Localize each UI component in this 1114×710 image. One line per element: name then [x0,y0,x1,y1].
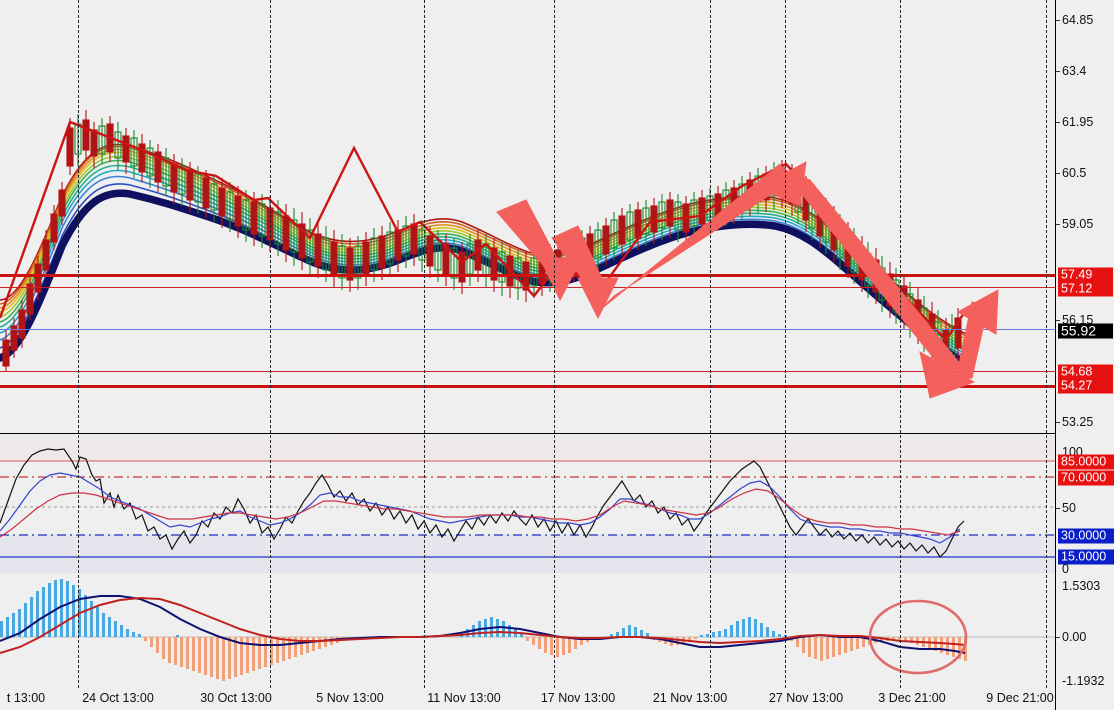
resistance-line-5749 [0,274,1055,277]
axis-label-rsi-0: 0 [1062,562,1069,576]
gridline-v-2 [270,0,271,688]
time-label-2: 30 Oct 13:00 [200,691,272,705]
gridline-v-3 [424,0,425,688]
rsi-pill-15[interactable]: 15.0000 [1058,549,1114,565]
macd-histogram-positive [0,579,787,637]
price-pill-5427[interactable]: 54.27 [1058,378,1113,394]
macd-crossover-circle [868,599,968,675]
gridline-v-5 [710,0,711,688]
tick-5905 [1056,224,1060,225]
tick-6195 [1056,122,1060,123]
support-line-5427 [0,385,1055,388]
axis-label-6485: 64.85 [1062,13,1094,27]
time-label-5: 17 Nov 13:00 [540,691,616,705]
tick-macd-zero [1056,637,1060,638]
axis-label-5905: 59.05 [1062,217,1094,231]
rsi-fast-line [0,448,965,558]
tick-5615 [1056,320,1060,321]
axis-label-macd-min: -1.1932 [1062,674,1105,688]
tick-6050 [1056,173,1060,174]
gridline-v-8 [1046,0,1047,688]
axis-label-macd-max: 1.5303 [1062,579,1101,593]
price-panel [0,110,1055,388]
price-axis[interactable]: 64.85 63.4 61.95 60.5 59.05 56.15 53.25 … [1055,0,1114,710]
time-axis: t 13:00 24 Oct 13:00 30 Oct 13:00 5 Nov … [0,688,1114,710]
axis-label-6195: 61.95 [1062,115,1094,129]
macd-histogram-negative [144,637,967,681]
rsi-pill-85[interactable]: 85.0000 [1058,454,1114,470]
time-label-6: 21 Nov 13:00 [652,691,728,705]
time-label-7: 27 Nov 13:00 [768,691,844,705]
tick-6340 [1056,71,1060,72]
axis-label-6340: 63.4 [1062,64,1087,78]
price-pill-5468[interactable]: 54.68 [1058,364,1113,380]
gridline-v-7 [900,0,901,688]
tick-5325 [1056,422,1060,423]
time-label-8: 3 Dec 21:00 [878,691,946,705]
rsi-panel [0,435,1055,573]
price-pill-current-5592[interactable]: 55.92 [1058,323,1113,339]
time-label-1: 24 Oct 13:00 [82,691,154,705]
rsi-mid-line [0,472,961,544]
price-pill-5749[interactable]: 57.49 [1058,267,1113,283]
time-label-3: 5 Nov 13:00 [316,691,384,705]
panel-separator-price-rsi [0,433,1055,434]
axis-label-rsi-50: 50 [1062,501,1076,515]
rsi-slow-line [0,488,961,538]
macd-panel [0,575,1055,688]
time-label-4: 11 Nov 13:00 [427,691,501,705]
time-label-9: 9 Dec 21:00 [986,691,1054,705]
tick-rsi-50 [1056,508,1060,509]
price-pill-5712[interactable]: 57.12 [1058,281,1113,297]
resistance-line-5712 [0,287,1055,288]
rsi-pill-70[interactable]: 70.0000 [1058,470,1114,486]
axis-label-5325: 53.25 [1062,415,1094,429]
tick-6485 [1056,20,1060,21]
axis-label-6050: 60.5 [1062,166,1087,180]
gridline-v-4 [554,0,555,688]
axis-label-macd-zero: 0.00 [1062,630,1087,644]
rsi-pill-30[interactable]: 30.0000 [1058,528,1114,544]
current-price-line-5592 [0,329,1055,330]
support-line-5468 [0,371,1055,372]
gridline-v-1 [78,0,79,688]
macd-signal-line [0,596,966,654]
time-label-0: t 13:00 [6,691,46,705]
gridline-v-6 [785,0,786,688]
